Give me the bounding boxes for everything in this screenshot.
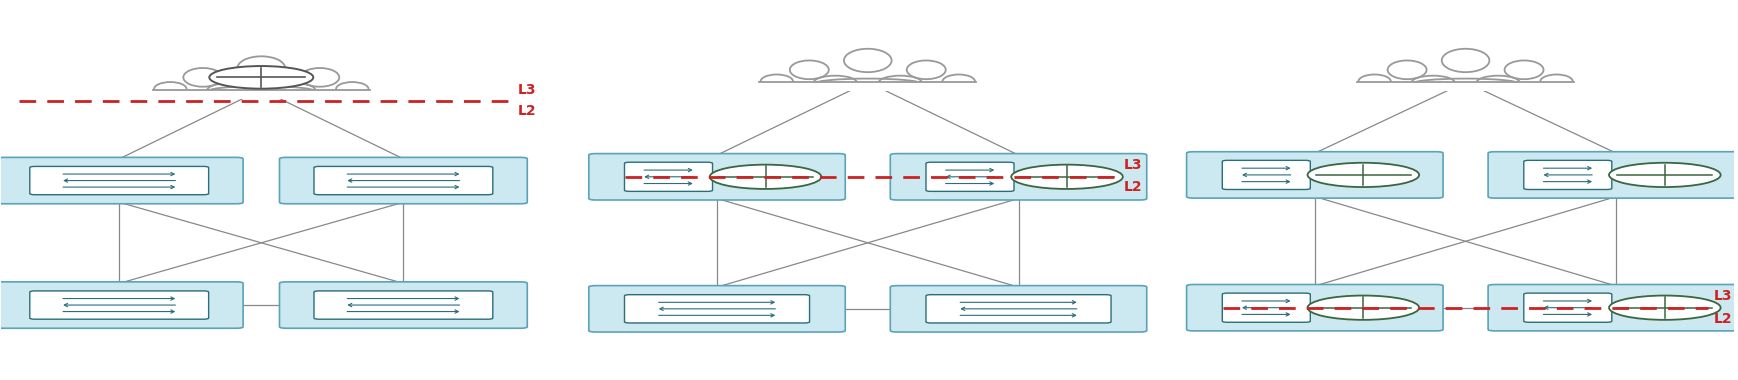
FancyBboxPatch shape xyxy=(280,282,527,328)
FancyBboxPatch shape xyxy=(624,294,810,323)
Ellipse shape xyxy=(1443,49,1489,72)
Ellipse shape xyxy=(1411,79,1519,89)
Ellipse shape xyxy=(1609,163,1721,187)
Ellipse shape xyxy=(207,83,250,97)
Text: L2: L2 xyxy=(1124,180,1144,194)
Text: L3: L3 xyxy=(1124,158,1142,173)
Ellipse shape xyxy=(1411,76,1455,90)
Text: L3: L3 xyxy=(1714,290,1731,303)
FancyBboxPatch shape xyxy=(1222,160,1310,190)
Ellipse shape xyxy=(238,56,285,80)
Ellipse shape xyxy=(273,83,316,97)
FancyBboxPatch shape xyxy=(1187,285,1443,331)
Ellipse shape xyxy=(1012,165,1123,189)
Ellipse shape xyxy=(813,76,857,90)
FancyBboxPatch shape xyxy=(1488,152,1738,198)
FancyBboxPatch shape xyxy=(624,162,713,192)
FancyBboxPatch shape xyxy=(760,82,977,92)
Ellipse shape xyxy=(709,165,822,189)
Ellipse shape xyxy=(1307,296,1420,320)
Ellipse shape xyxy=(155,82,186,96)
FancyBboxPatch shape xyxy=(315,166,494,195)
Ellipse shape xyxy=(845,49,892,72)
FancyBboxPatch shape xyxy=(280,157,527,204)
Ellipse shape xyxy=(942,74,975,89)
FancyBboxPatch shape xyxy=(890,154,1147,200)
FancyBboxPatch shape xyxy=(30,166,209,195)
Text: L2: L2 xyxy=(518,104,537,118)
FancyBboxPatch shape xyxy=(0,282,243,328)
Text: L3: L3 xyxy=(518,83,537,97)
Ellipse shape xyxy=(1540,74,1573,89)
Ellipse shape xyxy=(1307,163,1420,187)
Ellipse shape xyxy=(207,86,316,97)
FancyBboxPatch shape xyxy=(1524,293,1611,322)
Ellipse shape xyxy=(182,68,222,87)
Ellipse shape xyxy=(789,60,829,79)
Ellipse shape xyxy=(813,79,921,89)
FancyBboxPatch shape xyxy=(1524,160,1611,190)
FancyBboxPatch shape xyxy=(153,90,370,99)
Ellipse shape xyxy=(335,82,368,96)
Ellipse shape xyxy=(1387,60,1427,79)
FancyBboxPatch shape xyxy=(589,154,845,200)
FancyBboxPatch shape xyxy=(1187,152,1443,198)
FancyBboxPatch shape xyxy=(589,286,845,332)
Ellipse shape xyxy=(1505,60,1543,79)
Text: L2: L2 xyxy=(1714,312,1733,326)
Ellipse shape xyxy=(209,66,313,89)
FancyBboxPatch shape xyxy=(0,157,243,204)
Ellipse shape xyxy=(301,68,339,87)
Ellipse shape xyxy=(879,76,921,90)
Ellipse shape xyxy=(1359,74,1390,89)
Ellipse shape xyxy=(1476,76,1519,90)
FancyBboxPatch shape xyxy=(315,291,494,319)
FancyBboxPatch shape xyxy=(1222,293,1310,322)
Ellipse shape xyxy=(761,74,793,89)
FancyBboxPatch shape xyxy=(1357,82,1575,92)
FancyBboxPatch shape xyxy=(1488,285,1738,331)
FancyBboxPatch shape xyxy=(926,162,1013,192)
Ellipse shape xyxy=(1609,296,1721,320)
FancyBboxPatch shape xyxy=(890,286,1147,332)
FancyBboxPatch shape xyxy=(926,294,1111,323)
FancyBboxPatch shape xyxy=(30,291,209,319)
Ellipse shape xyxy=(907,60,945,79)
